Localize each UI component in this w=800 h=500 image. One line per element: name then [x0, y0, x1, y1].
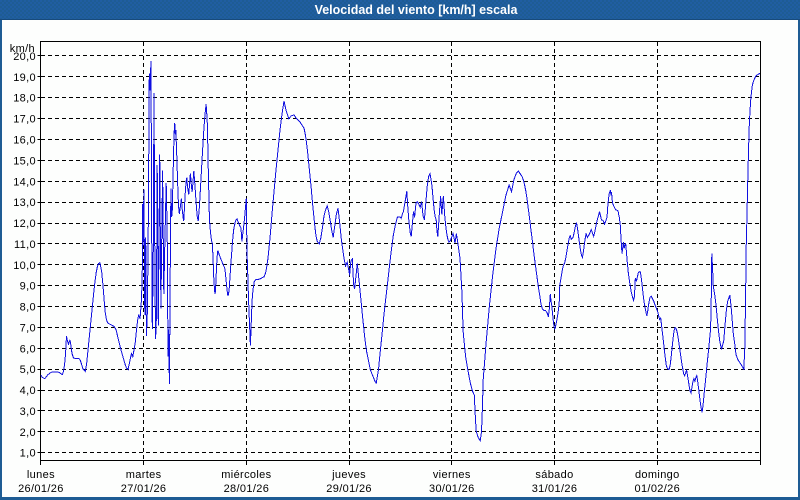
svg-text:26/01/26: 26/01/26 — [18, 483, 64, 495]
svg-text:3,0: 3,0 — [20, 406, 36, 418]
svg-text:10,0: 10,0 — [13, 260, 36, 272]
svg-text:28/01/26: 28/01/26 — [224, 483, 270, 495]
svg-text:29/01/26: 29/01/26 — [326, 483, 372, 495]
svg-text:domingo: domingo — [635, 469, 680, 481]
svg-text:27/01/26: 27/01/26 — [121, 483, 167, 495]
svg-text:01/02/26: 01/02/26 — [634, 483, 680, 495]
svg-text:18,0: 18,0 — [13, 93, 36, 105]
svg-text:1,0: 1,0 — [20, 448, 36, 460]
svg-text:16,0: 16,0 — [13, 135, 36, 147]
svg-text:11,0: 11,0 — [14, 239, 36, 251]
svg-text:viernes: viernes — [433, 469, 471, 481]
svg-text:jueves: jueves — [331, 469, 366, 481]
svg-text:4,0: 4,0 — [20, 385, 36, 397]
svg-text:20,0: 20,0 — [13, 51, 36, 63]
svg-text:5,0: 5,0 — [20, 364, 36, 376]
svg-text:9,0: 9,0 — [20, 281, 36, 293]
svg-text:15,0: 15,0 — [13, 155, 36, 167]
svg-text:2,0: 2,0 — [20, 427, 36, 439]
svg-text:km/h: km/h — [10, 43, 35, 55]
svg-text:30/01/26: 30/01/26 — [429, 483, 475, 495]
svg-text:martes: martes — [126, 469, 162, 481]
svg-text:19,0: 19,0 — [13, 72, 36, 84]
svg-text:14,0: 14,0 — [13, 176, 36, 188]
svg-text:miércoles: miércoles — [221, 469, 271, 481]
svg-text:31/01/26: 31/01/26 — [532, 483, 578, 495]
svg-text:17,0: 17,0 — [13, 114, 36, 126]
svg-text:Velocidad del viento [km/h] es: Velocidad del viento [km/h] escala — [315, 3, 519, 17]
svg-text:8,0: 8,0 — [20, 302, 36, 314]
svg-text:lunes: lunes — [27, 469, 55, 481]
svg-text:sábado: sábado — [535, 469, 573, 481]
svg-text:6,0: 6,0 — [20, 343, 36, 355]
svg-text:12,0: 12,0 — [13, 218, 36, 230]
svg-text:7,0: 7,0 — [20, 322, 36, 334]
svg-text:13,0: 13,0 — [13, 197, 36, 209]
